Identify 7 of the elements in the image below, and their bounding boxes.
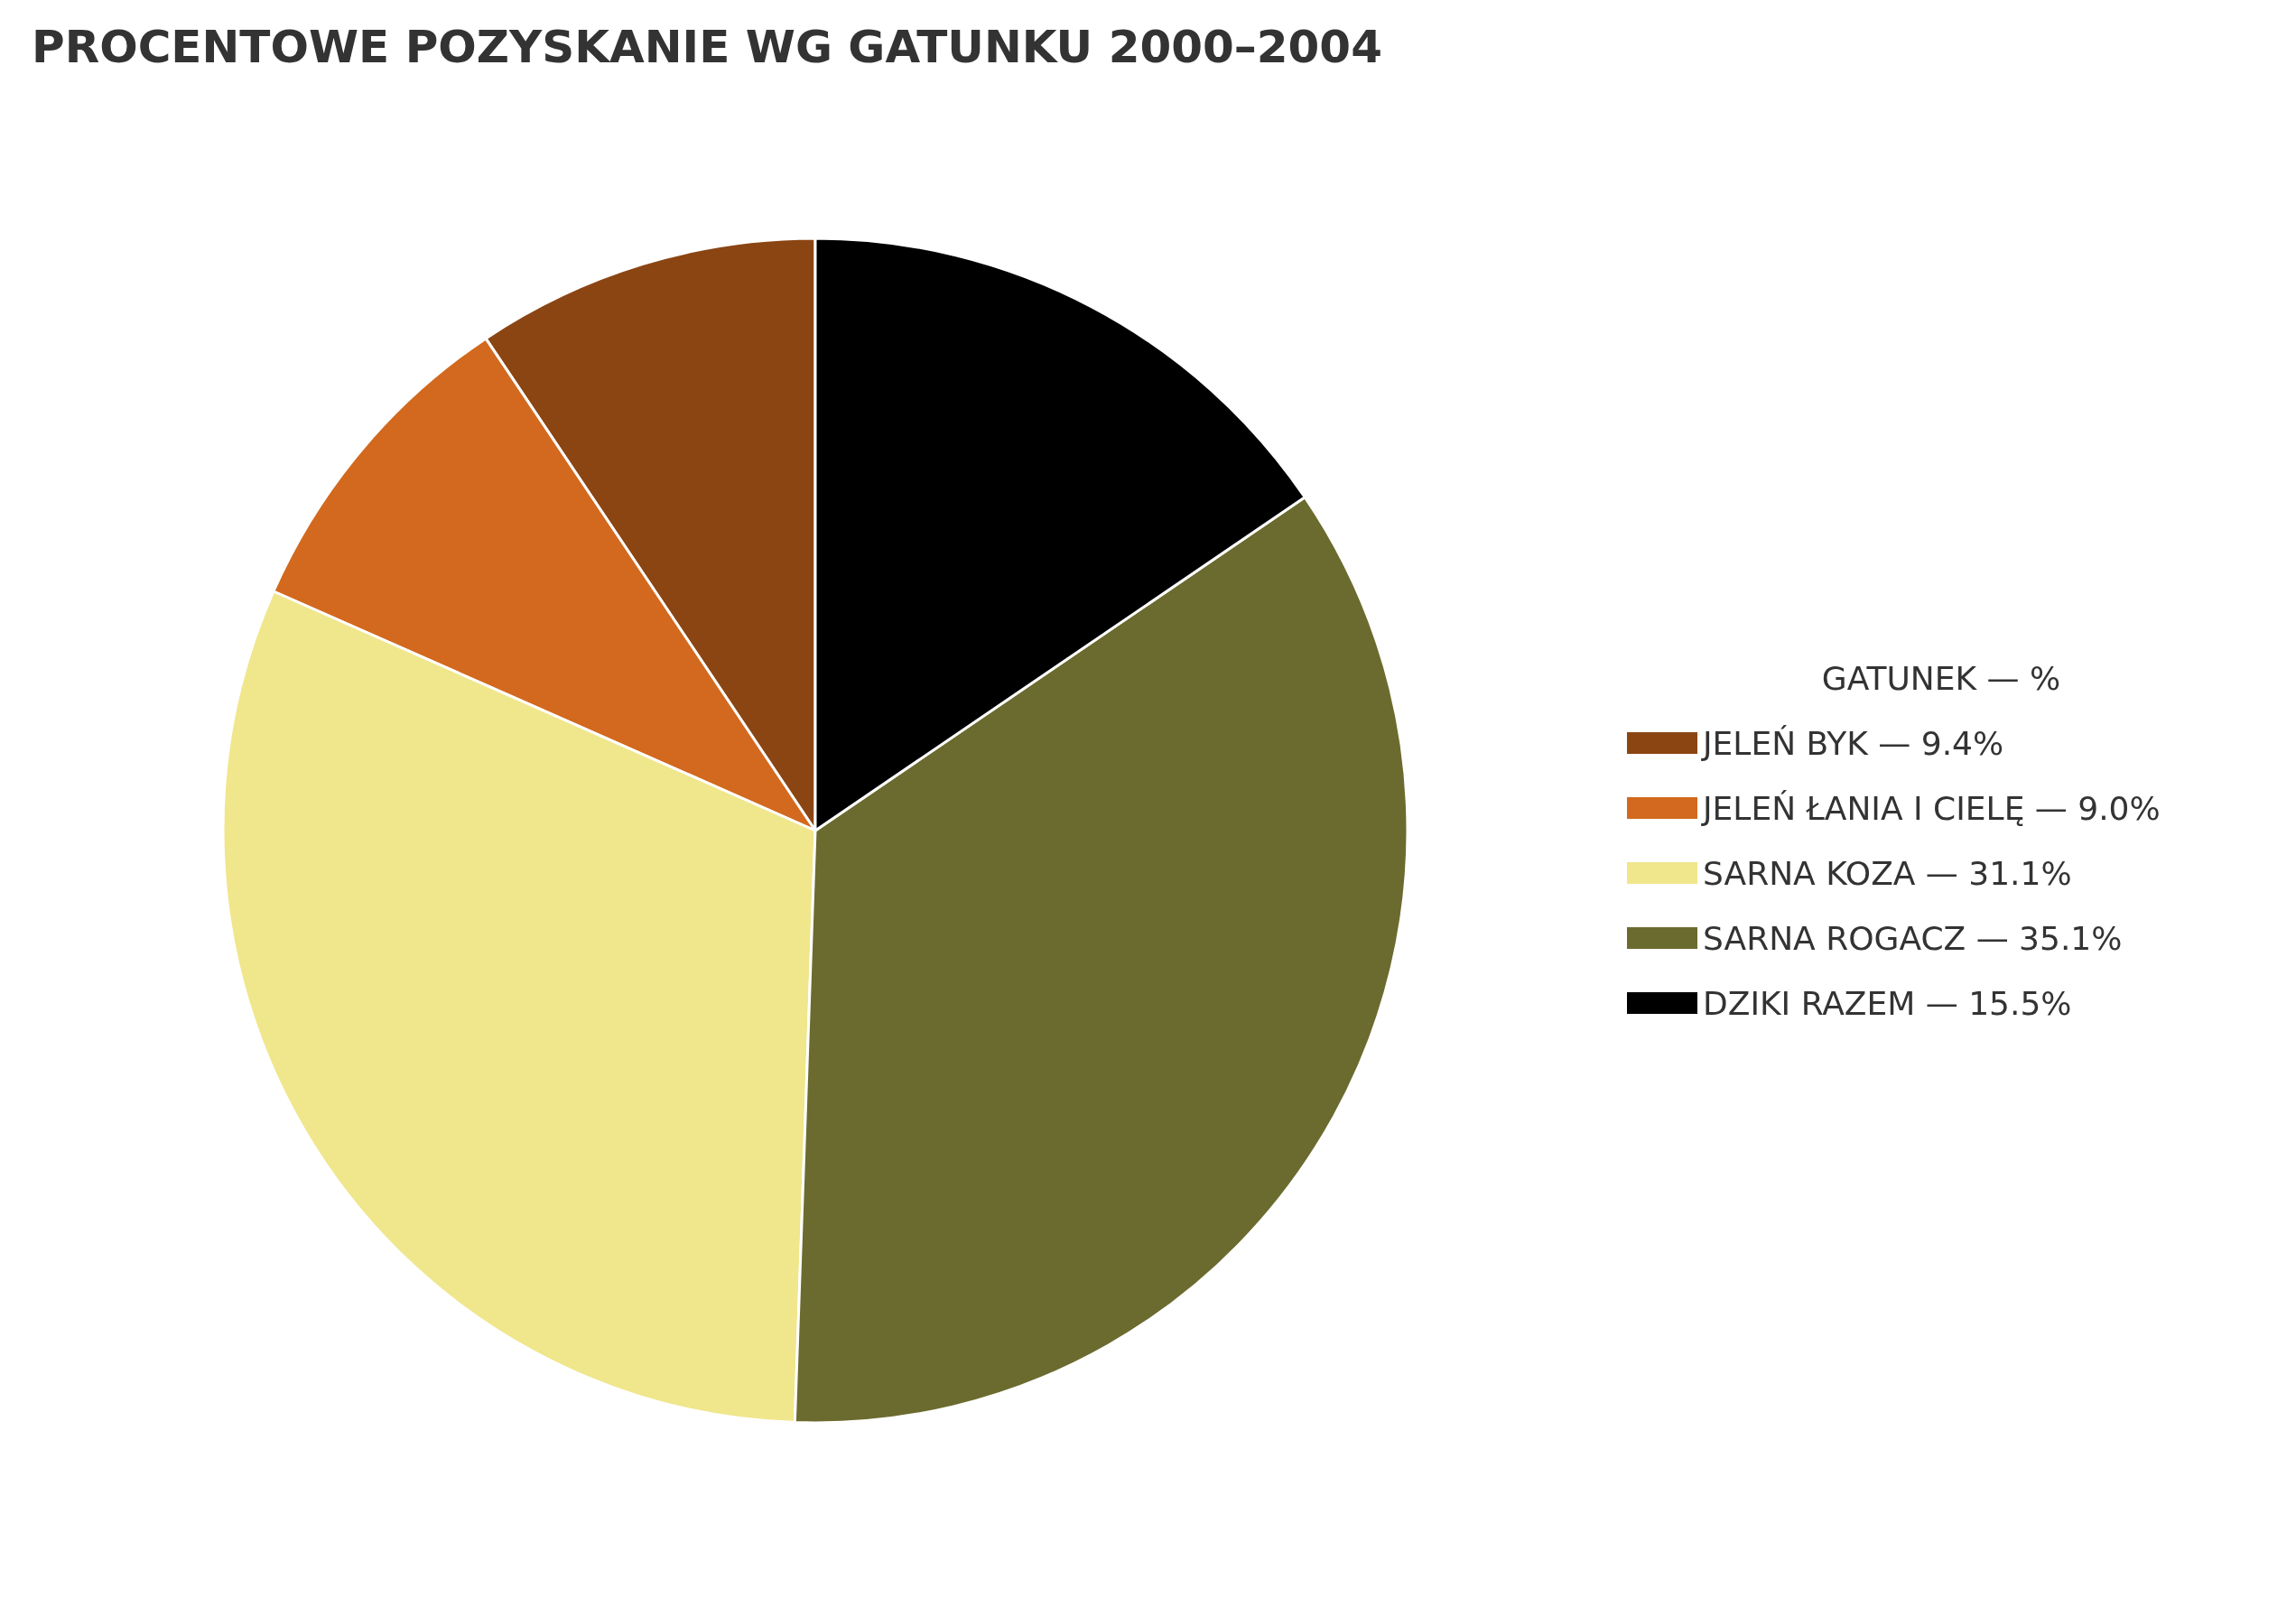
- legend-label: JELEŃ BYK — 9.4%: [1701, 724, 2004, 762]
- legend-title: GATUNEK — %: [1821, 659, 2061, 697]
- legend-label: DZIKI RAZEM — 15.5%: [1703, 984, 2072, 1022]
- legend-label: SARNA KOZA — 31.1%: [1703, 854, 2072, 892]
- legend-label: JELEŃ ŁANIA I CIELĘ — 9.0%: [1701, 789, 2161, 827]
- chart-title: PROCENTOWE POZYSKANIE WG GATUNKU 2000–2004: [32, 21, 1382, 73]
- legend-label: SARNA ROGACZ — 35.1%: [1703, 919, 2123, 957]
